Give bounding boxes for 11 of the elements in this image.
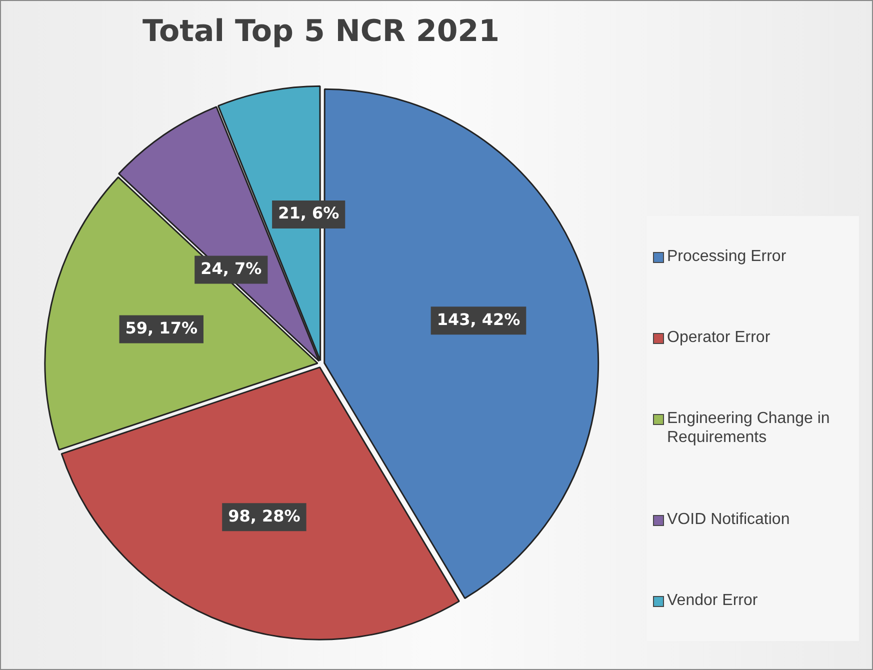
data-label: 21, 6% — [278, 204, 340, 223]
legend-label: Processing Error — [667, 247, 786, 266]
data-label: 98, 28% — [228, 506, 300, 526]
data-label: 24, 7% — [200, 258, 262, 278]
data-label: 143, 42% — [436, 310, 520, 329]
legend-label: Vendor Error — [667, 590, 758, 610]
legend-label: VOID Notification — [667, 510, 790, 529]
legend-label: Operator Error — [667, 328, 770, 348]
legend-label: Engineering Change in Requirements — [667, 409, 831, 448]
data-label: 59, 17% — [125, 318, 198, 338]
chart-title: Total Top 5 NCR 2021 — [142, 14, 500, 49]
